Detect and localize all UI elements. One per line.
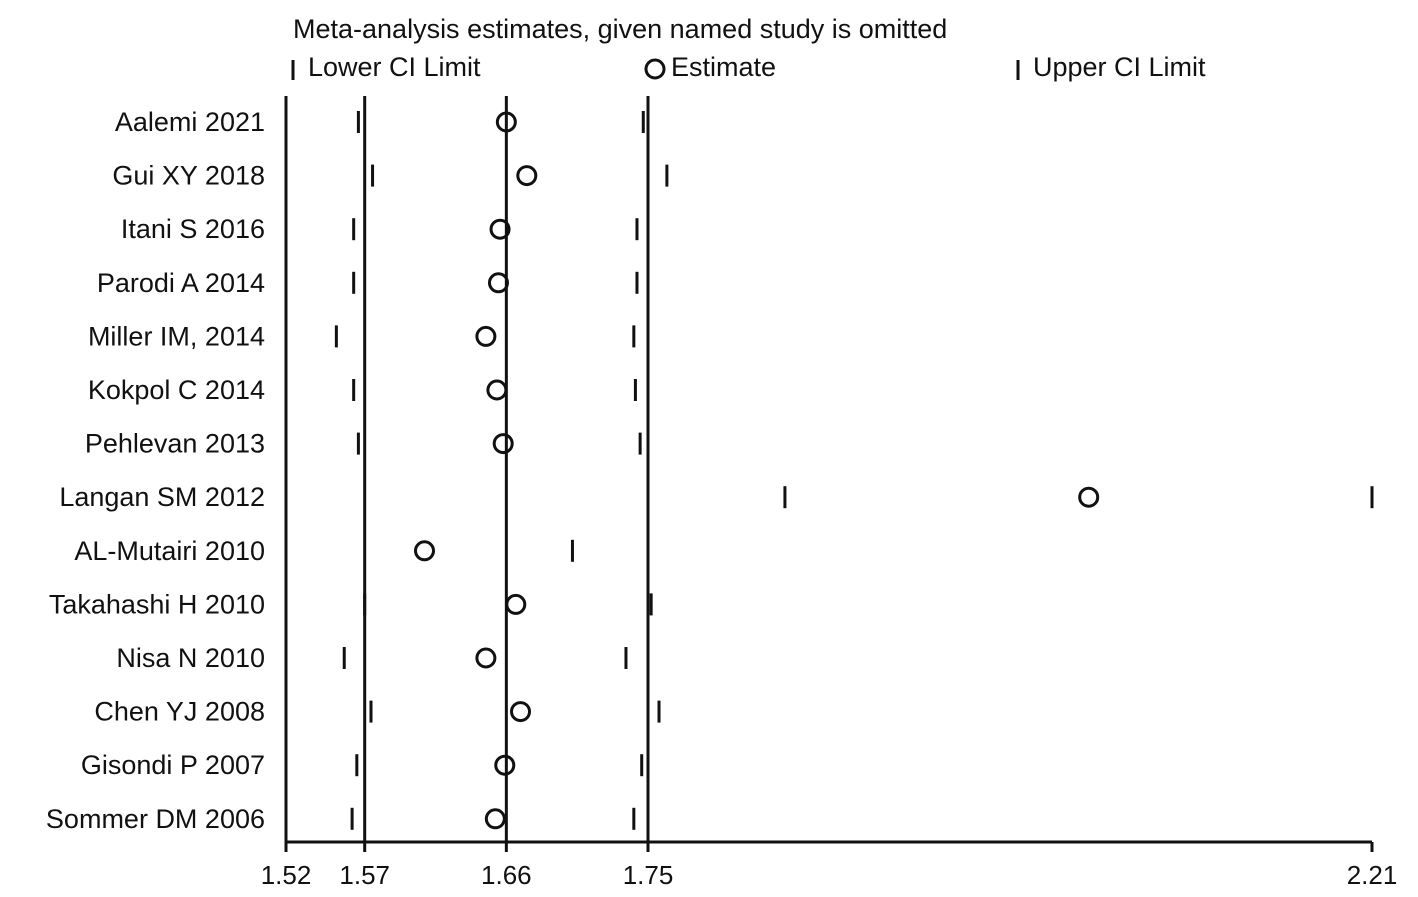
estimate-point — [489, 218, 511, 240]
estimate-point — [1078, 486, 1100, 508]
estimate-point — [486, 379, 508, 401]
study-label: Itani S 2016 — [121, 214, 265, 244]
estimate-point — [484, 808, 506, 830]
estimate-point — [505, 593, 527, 615]
estimate-point — [475, 325, 497, 347]
study-label: Gisondi P 2007 — [81, 750, 265, 780]
study-label: Sommer DM 2006 — [46, 804, 265, 834]
study-label: Parodi A 2014 — [97, 268, 265, 298]
study-label: Langan SM 2012 — [59, 482, 265, 512]
legend-upper-label: Upper CI Limit — [1033, 52, 1206, 82]
study-label: Aalemi 2021 — [115, 107, 265, 137]
legend-estimate-label: Estimate — [671, 52, 776, 82]
estimate-point — [494, 754, 516, 776]
study-label: Miller IM, 2014 — [88, 321, 265, 351]
chart-title: Meta-analysis estimates, given named stu… — [293, 14, 947, 44]
estimate-point — [510, 701, 532, 723]
x-tick-label-1: 1.57 — [339, 860, 390, 890]
study-label: Pehlevan 2013 — [85, 429, 265, 459]
estimate-point — [414, 540, 436, 562]
study-label: Kokpol C 2014 — [88, 375, 265, 405]
study-label: Gui XY 2018 — [112, 161, 265, 191]
estimate-point — [492, 433, 514, 455]
study-label: Nisa N 2010 — [116, 643, 265, 673]
estimate-point — [495, 111, 517, 133]
study-label: Chen YJ 2008 — [94, 697, 265, 727]
estimate-point — [475, 647, 497, 669]
x-tick-label-4: 2.21 — [1347, 860, 1398, 890]
legend: Lower CI Limit Estimate Upper CI Limit — [291, 52, 1206, 82]
plot-area: 1.52 1.57 1.66 1.75 2.21 Aalemi 2021 Gui XY 20… — [46, 96, 1397, 890]
estimate-point — [516, 165, 538, 187]
x-tick-label-0: 1.52 — [261, 860, 312, 890]
legend-estimate-marker — [644, 58, 666, 80]
x-tick-label-3: 1.75 — [623, 860, 674, 890]
estimate-point — [487, 272, 509, 294]
study-label: AL-Mutairi 2010 — [74, 536, 265, 566]
x-tick-label-2: 1.66 — [481, 860, 532, 890]
study-label: Takahashi H 2010 — [49, 589, 265, 619]
legend-lower-label: Lower CI Limit — [308, 52, 481, 82]
